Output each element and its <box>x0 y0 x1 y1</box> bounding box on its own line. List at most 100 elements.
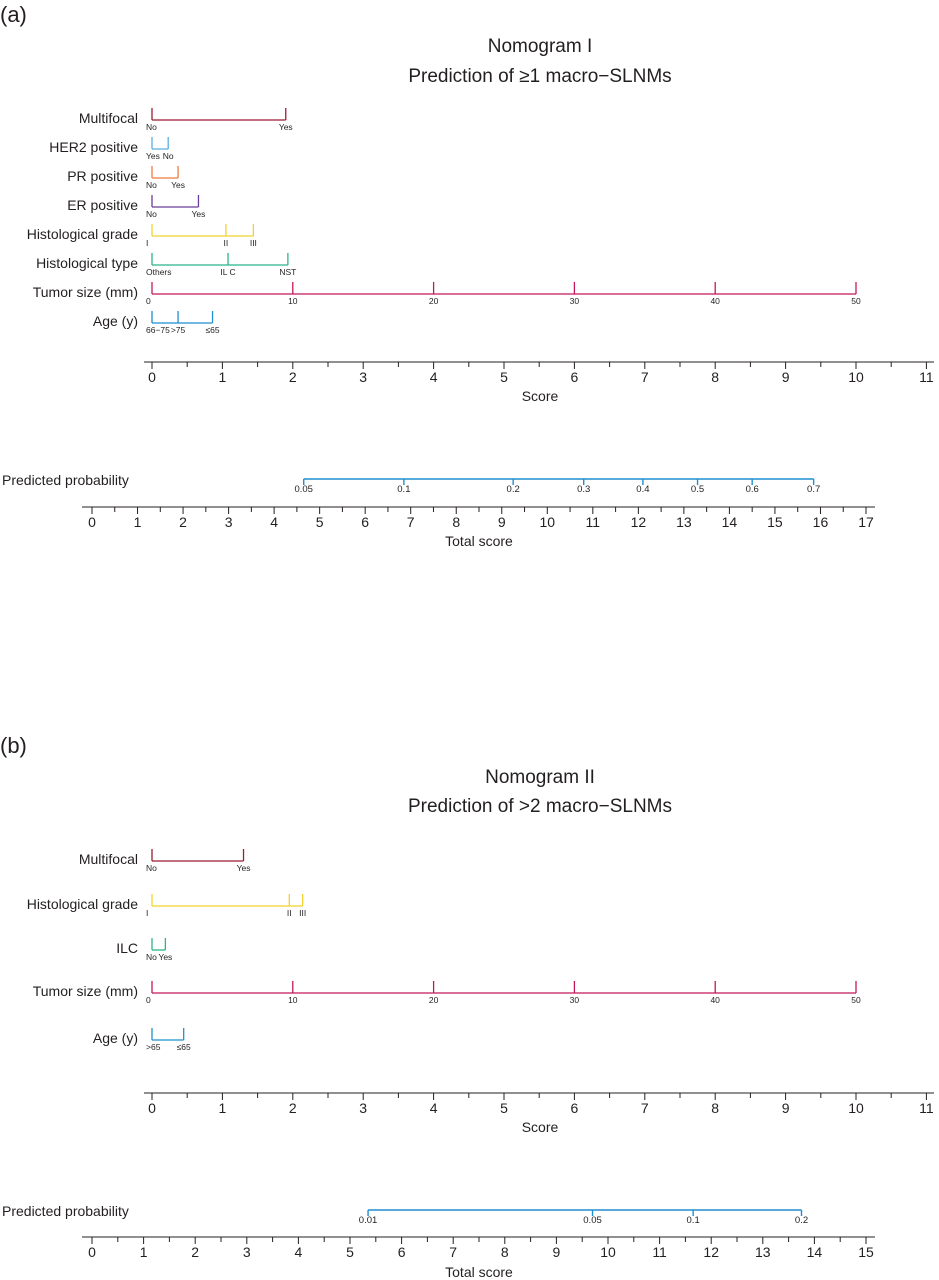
total-axis-tick-label: 4 <box>295 1244 303 1260</box>
probability-tick-label: 0.1 <box>397 484 410 495</box>
total-axis-tick-label: 16 <box>813 514 829 530</box>
variable-label: HER2 positive <box>49 139 138 155</box>
variable-tick-label: 50 <box>851 995 861 1005</box>
variable-tick-label: No <box>146 863 157 873</box>
variable-row: Multifocal No Yes <box>79 108 293 132</box>
probability-scale: Predicted probability 0.01 0.05 0.1 0.2 <box>2 1203 808 1226</box>
variable-tick-label: I <box>146 238 148 248</box>
variable-tick-label: 10 <box>288 995 298 1005</box>
total-axis-tick-label: 3 <box>243 1244 251 1260</box>
variable-row: Histological type Others IL C NST <box>36 253 296 277</box>
total-axis-tick-label: 10 <box>600 1244 616 1260</box>
variable-tick-label: 10 <box>288 296 298 306</box>
variable-tick-label: Yes <box>158 952 172 962</box>
variable-row: Tumor size (mm) 0 10 20 30 40 50 <box>33 981 861 1005</box>
score-axis-tick-label: 4 <box>430 369 438 385</box>
score-axis-tick-label: 2 <box>289 1100 297 1116</box>
total-axis-tick-label: 10 <box>540 514 556 530</box>
probability-scale: Predicted probability 0.05 0.1 0.2 0.3 0.4 0.5… <box>2 472 820 495</box>
variable-tick-label: 66−75 <box>146 325 170 335</box>
variable-row: Age (y) 66−75 >75 ≤65 <box>93 311 220 335</box>
score-axis-label: Score <box>522 388 559 404</box>
variable-tick-label: No <box>146 122 157 132</box>
score-axis-tick-label: 5 <box>500 1100 508 1116</box>
probability-tick-label: 0.01 <box>359 1215 378 1226</box>
score-axis-tick-label: 10 <box>848 369 864 385</box>
probability-label: Predicted probability <box>2 472 129 488</box>
variable-tick-label: 30 <box>570 995 580 1005</box>
score-axis-tick-label: 11 <box>919 369 934 385</box>
variable-tick-label: 0 <box>146 296 151 306</box>
total-axis-tick-label: 9 <box>498 514 506 530</box>
total-axis-tick-label: 1 <box>140 1244 148 1260</box>
total-axis-tick-label: 7 <box>449 1244 457 1260</box>
total-axis-tick-label: 1 <box>134 514 142 530</box>
variable-tick-label: Others <box>146 267 172 277</box>
score-axis-tick-label: 3 <box>359 1100 367 1116</box>
variable-label: ILC <box>116 940 138 956</box>
score-axis-tick-label: 1 <box>219 369 227 385</box>
variable-tick-label: III <box>250 238 257 248</box>
variable-tick-label: Yes <box>146 151 160 161</box>
score-axis-tick-label: 0 <box>148 1100 156 1116</box>
score-axis: 0 1 2 3 4 5 6 7 8 9 10 11 Score <box>144 1092 934 1135</box>
variable-tick-label: Yes <box>171 180 185 190</box>
variable-tick-label: 40 <box>710 296 720 306</box>
chart-subtitle: Prediction of ≥1 macro−SLNMs <box>408 66 671 87</box>
score-axis-tick-label: 7 <box>641 1100 649 1116</box>
variable-tick-label: No <box>146 952 157 962</box>
variable-label: PR positive <box>67 168 138 184</box>
probability-tick-label: 0.7 <box>807 484 820 495</box>
total-axis-tick-label: 0 <box>88 1244 96 1260</box>
variable-tick-label: ≤65 <box>205 325 219 335</box>
total-axis-tick-label: 6 <box>361 514 369 530</box>
score-axis-tick-label: 9 <box>782 369 790 385</box>
total-axis-label: Total score <box>445 1264 513 1280</box>
variable-tick-label: 20 <box>429 995 439 1005</box>
score-axis-tick-label: 7 <box>641 369 649 385</box>
panel-label: (a) <box>0 2 27 27</box>
variable-label: ER positive <box>67 197 138 213</box>
chart-subtitle: Prediction of >2 macro−SLNMs <box>408 796 672 817</box>
variable-tick-label: >65 <box>146 1042 161 1052</box>
total-axis-tick-label: 15 <box>858 1244 874 1260</box>
variable-label: Histological grade <box>27 226 138 242</box>
total-axis-tick-label: 5 <box>346 1244 354 1260</box>
score-axis-tick-label: 11 <box>919 1100 934 1116</box>
score-axis-tick-label: 8 <box>711 1100 719 1116</box>
score-axis-tick-label: 1 <box>219 1100 227 1116</box>
total-axis-tick-label: 11 <box>586 514 601 530</box>
variable-label: Multifocal <box>79 110 138 126</box>
total-axis-tick-label: 8 <box>452 514 460 530</box>
total-axis-tick-label: 14 <box>807 1244 823 1260</box>
variable-tick-label: IL C <box>220 267 235 277</box>
variable-row: ILC No Yes <box>116 938 172 962</box>
probability-tick-label: 0.5 <box>691 484 704 495</box>
total-axis-label: Total score <box>445 533 513 549</box>
variable-tick-label: No <box>146 180 157 190</box>
variable-row: Age (y) >65 ≤65 <box>93 1028 191 1052</box>
variable-tick-label: NST <box>279 267 296 277</box>
total-axis-tick-label: 11 <box>652 1244 667 1260</box>
total-axis-tick-label: 5 <box>316 514 324 530</box>
probability-label: Predicted probability <box>2 1203 129 1219</box>
variable-tick-label: I <box>146 908 148 918</box>
probability-tick-label: 0.3 <box>577 484 590 495</box>
variable-label: Multifocal <box>79 851 138 867</box>
variable-tick-label: Yes <box>279 122 293 132</box>
total-axis-tick-label: 3 <box>225 514 233 530</box>
total-axis-tick-label: 17 <box>858 514 874 530</box>
variable-row: PR positive No Yes <box>67 166 185 190</box>
total-axis-tick-label: 9 <box>553 1244 561 1260</box>
variable-row: ER positive No Yes <box>67 195 205 219</box>
variable-tick-label: No <box>146 209 157 219</box>
probability-tick-label: 0.4 <box>636 484 649 495</box>
total-axis-tick-label: 8 <box>501 1244 509 1260</box>
score-axis-tick-label: 2 <box>289 369 297 385</box>
variable-tick-label: III <box>299 908 306 918</box>
variable-tick-label: 20 <box>429 296 439 306</box>
variable-tick-label: 40 <box>710 995 720 1005</box>
total-axis-tick-label: 15 <box>767 514 783 530</box>
